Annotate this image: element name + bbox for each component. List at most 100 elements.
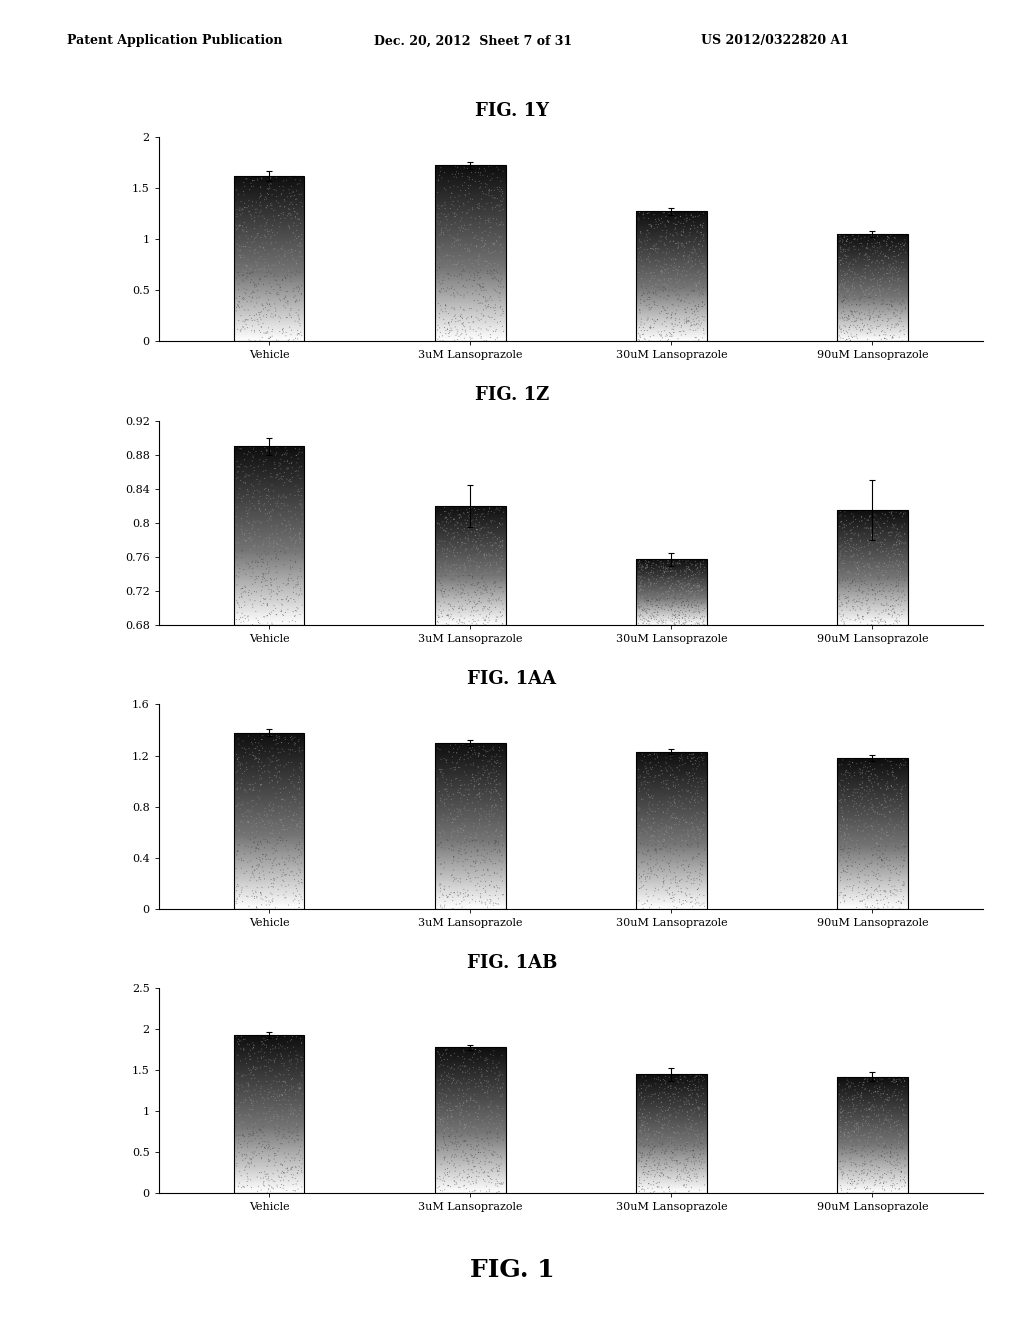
Point: [836, 240, 852, 261]
Point: [256, 531, 272, 552]
Point: [243, 1060, 259, 1081]
Point: [271, 760, 288, 781]
Point: [481, 243, 498, 264]
Point: [841, 785, 857, 807]
Point: [844, 1170, 860, 1191]
Point: [880, 568, 896, 589]
Point: [470, 840, 486, 861]
Point: [431, 214, 447, 235]
Point: [482, 774, 499, 795]
Point: [680, 878, 696, 899]
Point: [865, 265, 882, 286]
Point: [486, 751, 503, 772]
Point: [290, 479, 306, 500]
Point: [457, 556, 473, 577]
Point: [889, 1121, 905, 1142]
Point: [861, 506, 878, 527]
Point: [884, 296, 900, 317]
Point: [489, 166, 506, 187]
Point: [233, 296, 250, 317]
Point: [486, 756, 503, 777]
Point: [437, 1073, 454, 1094]
Point: [690, 1080, 707, 1101]
Point: [436, 1049, 453, 1071]
Point: [494, 570, 510, 591]
Point: [462, 517, 478, 539]
Point: [854, 1146, 870, 1167]
Point: [240, 810, 256, 832]
Point: [275, 1163, 292, 1184]
Point: [690, 785, 707, 807]
Point: [864, 895, 881, 916]
Point: [664, 1133, 680, 1154]
Point: [638, 783, 654, 804]
Point: [863, 565, 880, 586]
Point: [895, 801, 911, 822]
Point: [251, 286, 267, 308]
Point: [895, 252, 911, 273]
Point: [658, 220, 675, 242]
Point: [885, 326, 901, 347]
Point: [294, 813, 310, 834]
Point: [481, 263, 498, 284]
Point: [886, 280, 902, 301]
Point: [245, 722, 261, 743]
Point: [481, 181, 498, 202]
Point: [861, 227, 878, 248]
Point: [449, 1121, 465, 1142]
Point: [436, 896, 453, 917]
Point: [848, 805, 864, 826]
Point: [475, 273, 492, 294]
Point: [489, 187, 506, 209]
Point: [251, 314, 267, 335]
Point: [869, 774, 886, 795]
Point: [477, 1113, 494, 1134]
Point: [268, 533, 285, 554]
Point: [844, 1171, 860, 1192]
Point: [456, 1131, 472, 1152]
Point: [433, 565, 450, 586]
Point: [678, 1158, 694, 1179]
Point: [246, 537, 262, 558]
Point: [692, 1133, 709, 1154]
Point: [652, 1163, 669, 1184]
Point: [437, 1164, 454, 1185]
Point: [659, 330, 676, 351]
Point: [473, 304, 489, 325]
Point: [461, 1049, 477, 1071]
Point: [880, 1109, 896, 1130]
Point: [648, 214, 665, 235]
Point: [690, 1085, 707, 1106]
Point: [853, 593, 869, 614]
Point: [260, 322, 276, 343]
Point: [282, 847, 298, 869]
Point: [288, 261, 304, 282]
Point: [255, 313, 271, 334]
Point: [472, 817, 488, 838]
Point: [435, 511, 452, 532]
Point: [859, 500, 876, 521]
Point: [834, 273, 850, 294]
Point: [882, 814, 898, 836]
Point: [483, 180, 500, 201]
Point: [843, 573, 859, 594]
Point: [854, 783, 870, 804]
Point: [267, 598, 284, 619]
Point: [463, 234, 479, 255]
Point: [472, 1151, 488, 1172]
Point: [474, 195, 490, 216]
Point: [252, 259, 268, 280]
Point: [449, 1137, 465, 1158]
Point: [275, 318, 292, 339]
Point: [853, 777, 869, 799]
Point: [439, 246, 456, 267]
Point: [230, 1028, 247, 1049]
Point: [676, 1088, 692, 1109]
Point: [672, 285, 688, 306]
Point: [852, 891, 868, 912]
Point: [876, 1100, 892, 1121]
Point: [439, 540, 456, 561]
Point: [665, 553, 681, 574]
Point: [880, 787, 896, 808]
Point: [489, 1176, 506, 1197]
